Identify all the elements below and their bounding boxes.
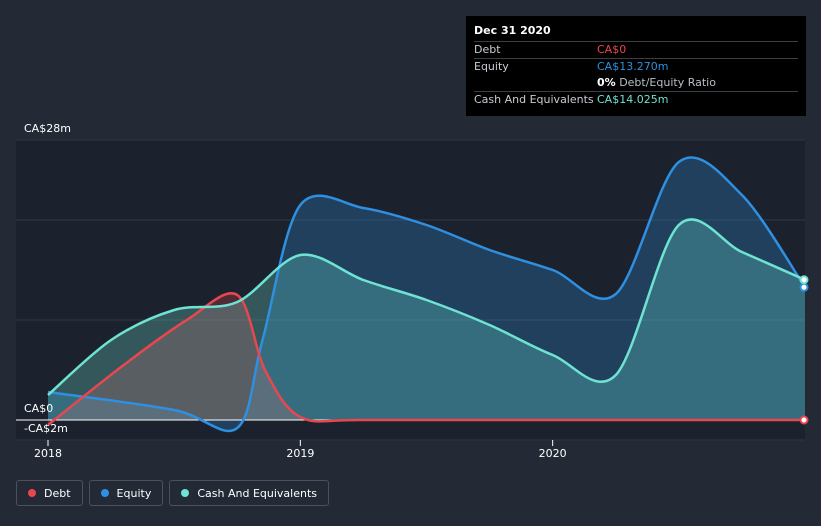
y-tick-label-top: CA$28m — [24, 122, 71, 135]
debt-dot-icon — [28, 489, 36, 497]
y-tick-label-bottom: -CA$2m — [24, 422, 68, 435]
tooltip-ratio-label: Debt/Equity Ratio — [619, 76, 716, 89]
equity-dot-icon — [100, 489, 109, 497]
tooltip-debt-label: Debt — [474, 43, 501, 56]
tooltip-cash-value: CA$14.025m — [597, 93, 669, 106]
x-tick-label: 2019 — [286, 447, 314, 460]
tooltip-row-debt: Debt CA$0 — [474, 41, 798, 58]
series-end-markers — [799, 275, 809, 425]
cash-and-equivalents-end-marker — [799, 275, 809, 285]
cash-dot-icon — [181, 489, 190, 497]
cash-and-equivalents-area — [48, 219, 805, 420]
debt-end-marker — [799, 415, 809, 425]
cash-and-equivalents-line — [47, 218, 806, 396]
tooltip-equity-label: Equity — [474, 60, 509, 73]
legend-item-cash[interactable]: Cash And Equivalents — [169, 480, 329, 506]
equity-end-marker — [799, 282, 809, 292]
series-lines — [47, 156, 807, 433]
tooltip-row-cash: Cash And Equivalents CA$14.025m — [474, 91, 798, 108]
plot-background — [16, 140, 805, 440]
data-tooltip: Dec 31 2020 Debt CA$0 Equity CA$13.270m … — [466, 16, 806, 116]
debt-line — [47, 292, 805, 426]
equity-line — [47, 156, 807, 433]
tooltip-ratio-value: 0% — [597, 76, 616, 89]
tooltip-debt-value: CA$0 — [597, 43, 627, 56]
tooltip-date: Dec 31 2020 — [474, 24, 551, 37]
x-axis: 2018 2019 2020 — [34, 440, 567, 460]
chart-legend: Debt Equity Cash And Equivalents — [16, 480, 329, 506]
tooltip-ratio: 0% Debt/Equity Ratio — [597, 75, 798, 91]
equity-area — [48, 157, 805, 431]
series-areas — [48, 157, 805, 431]
legend-label-debt: Debt — [44, 486, 71, 500]
tooltip-cash-label: Cash And Equivalents — [474, 93, 594, 106]
tooltip-row-equity: Equity CA$13.270m 0% Debt/Equity Ratio — [474, 58, 798, 91]
legend-label-cash: Cash And Equivalents — [197, 486, 317, 500]
debt-area — [48, 293, 805, 425]
legend-item-debt[interactable]: Debt — [16, 480, 83, 506]
legend-label-equity: Equity — [116, 486, 152, 500]
legend-item-equity[interactable]: Equity — [88, 480, 164, 506]
x-tick-label: 2020 — [539, 447, 567, 460]
x-tick-label: 2018 — [34, 447, 62, 460]
tooltip-equity-value: CA$13.270m — [597, 60, 669, 73]
y-tick-label-zero: CA$0 — [24, 402, 53, 415]
